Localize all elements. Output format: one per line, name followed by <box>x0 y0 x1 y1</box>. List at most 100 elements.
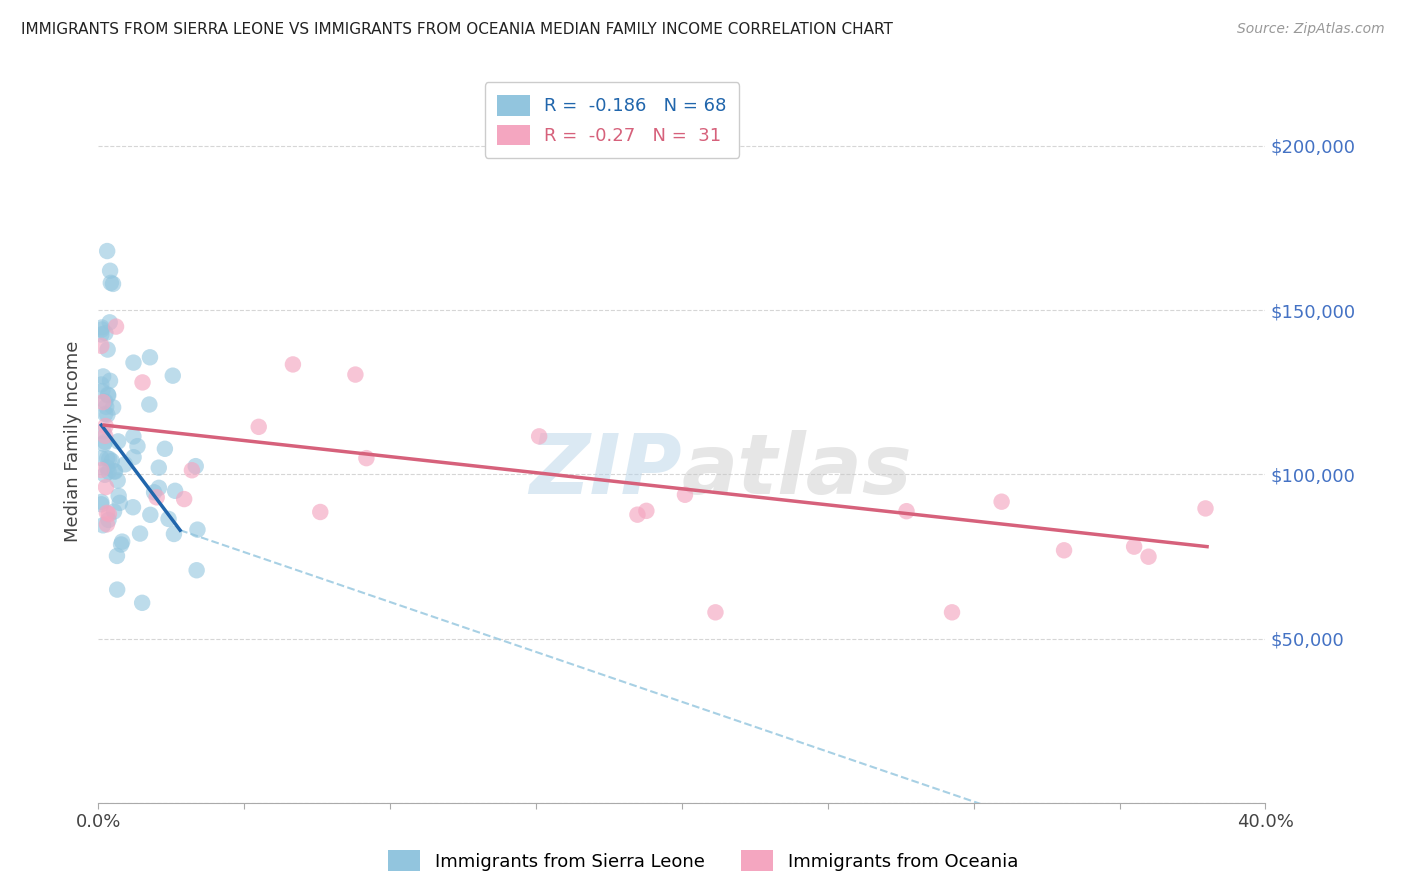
Point <box>148 481 170 495</box>
Point <box>98 315 121 329</box>
Point <box>122 429 145 443</box>
Text: IMMIGRANTS FROM SIERRA LEONE VS IMMIGRANTS FROM OCEANIA MEDIAN FAMILY INCOME COR: IMMIGRANTS FROM SIERRA LEONE VS IMMIGRAN… <box>21 22 893 37</box>
Point <box>356 451 378 466</box>
Point <box>94 429 117 443</box>
Point <box>107 474 129 488</box>
Point <box>626 508 648 522</box>
Point <box>105 549 128 563</box>
Point <box>127 439 149 453</box>
Point <box>108 496 131 510</box>
Point <box>90 450 112 465</box>
Point <box>90 322 112 336</box>
Point <box>98 451 121 466</box>
Point <box>173 491 195 506</box>
Point <box>96 451 118 466</box>
Point <box>1123 540 1146 554</box>
Y-axis label: Median Family Income: Median Family Income <box>65 341 83 542</box>
Point <box>527 429 550 443</box>
Point <box>98 374 121 388</box>
Point <box>91 518 114 533</box>
Point <box>93 425 115 439</box>
Point <box>153 442 176 456</box>
Point <box>96 400 118 414</box>
Point <box>94 467 117 482</box>
Point <box>184 459 207 474</box>
Point <box>896 504 918 518</box>
Point <box>186 563 208 577</box>
Point <box>91 369 114 384</box>
Point <box>122 450 145 465</box>
Point <box>96 408 118 422</box>
Point <box>114 458 136 472</box>
Point <box>96 517 118 532</box>
Point <box>122 356 145 370</box>
Point <box>98 264 121 278</box>
Point <box>110 537 132 551</box>
Point <box>103 464 125 478</box>
Legend: Immigrants from Sierra Leone, Immigrants from Oceania: Immigrants from Sierra Leone, Immigrants… <box>381 843 1025 879</box>
Point <box>162 368 184 383</box>
Text: Source: ZipAtlas.com: Source: ZipAtlas.com <box>1237 22 1385 37</box>
Point <box>97 465 120 479</box>
Point <box>309 505 332 519</box>
Point <box>96 460 118 475</box>
Point <box>143 485 166 500</box>
Point <box>111 534 134 549</box>
Point <box>97 513 120 527</box>
Legend: R =  -0.186   N = 68, R =  -0.27   N =  31: R = -0.186 N = 68, R = -0.27 N = 31 <box>485 82 740 158</box>
Point <box>157 512 180 526</box>
Point <box>100 276 122 290</box>
Point <box>90 327 112 342</box>
Point <box>97 507 120 521</box>
Point <box>97 343 120 357</box>
Point <box>344 368 367 382</box>
Point <box>94 407 117 421</box>
Point <box>90 339 112 353</box>
Point <box>1053 543 1076 558</box>
Point <box>180 463 202 477</box>
Point <box>122 500 145 515</box>
Point <box>1137 549 1160 564</box>
Point <box>704 605 727 619</box>
Point <box>139 508 162 522</box>
Point <box>90 463 112 477</box>
Point <box>93 437 115 451</box>
Point <box>941 605 963 619</box>
Point <box>138 397 160 411</box>
Point <box>636 504 658 518</box>
Point <box>145 491 167 505</box>
Point <box>107 489 129 503</box>
Text: atlas: atlas <box>682 430 912 511</box>
Point <box>990 494 1012 508</box>
Point <box>148 460 170 475</box>
Point <box>139 351 162 365</box>
Point <box>90 377 112 392</box>
Point <box>186 523 208 537</box>
Point <box>103 504 125 518</box>
Point <box>94 480 117 494</box>
Point <box>101 454 124 468</box>
Point <box>1194 501 1216 516</box>
Point <box>105 319 128 334</box>
Point <box>281 358 304 372</box>
Point <box>94 394 117 409</box>
Point <box>96 244 118 258</box>
Point <box>131 596 153 610</box>
Point <box>247 420 270 434</box>
Point <box>94 434 117 449</box>
Point <box>101 277 124 291</box>
Point <box>129 526 152 541</box>
Text: ZIP: ZIP <box>529 430 682 511</box>
Point <box>97 388 120 402</box>
Point <box>94 419 117 434</box>
Point <box>96 506 118 520</box>
Point <box>105 582 128 597</box>
Point <box>90 495 112 509</box>
Point <box>163 527 186 541</box>
Point <box>94 326 117 340</box>
Point <box>165 483 187 498</box>
Point <box>673 488 696 502</box>
Point <box>91 395 114 409</box>
Point <box>104 465 127 479</box>
Point <box>97 387 120 401</box>
